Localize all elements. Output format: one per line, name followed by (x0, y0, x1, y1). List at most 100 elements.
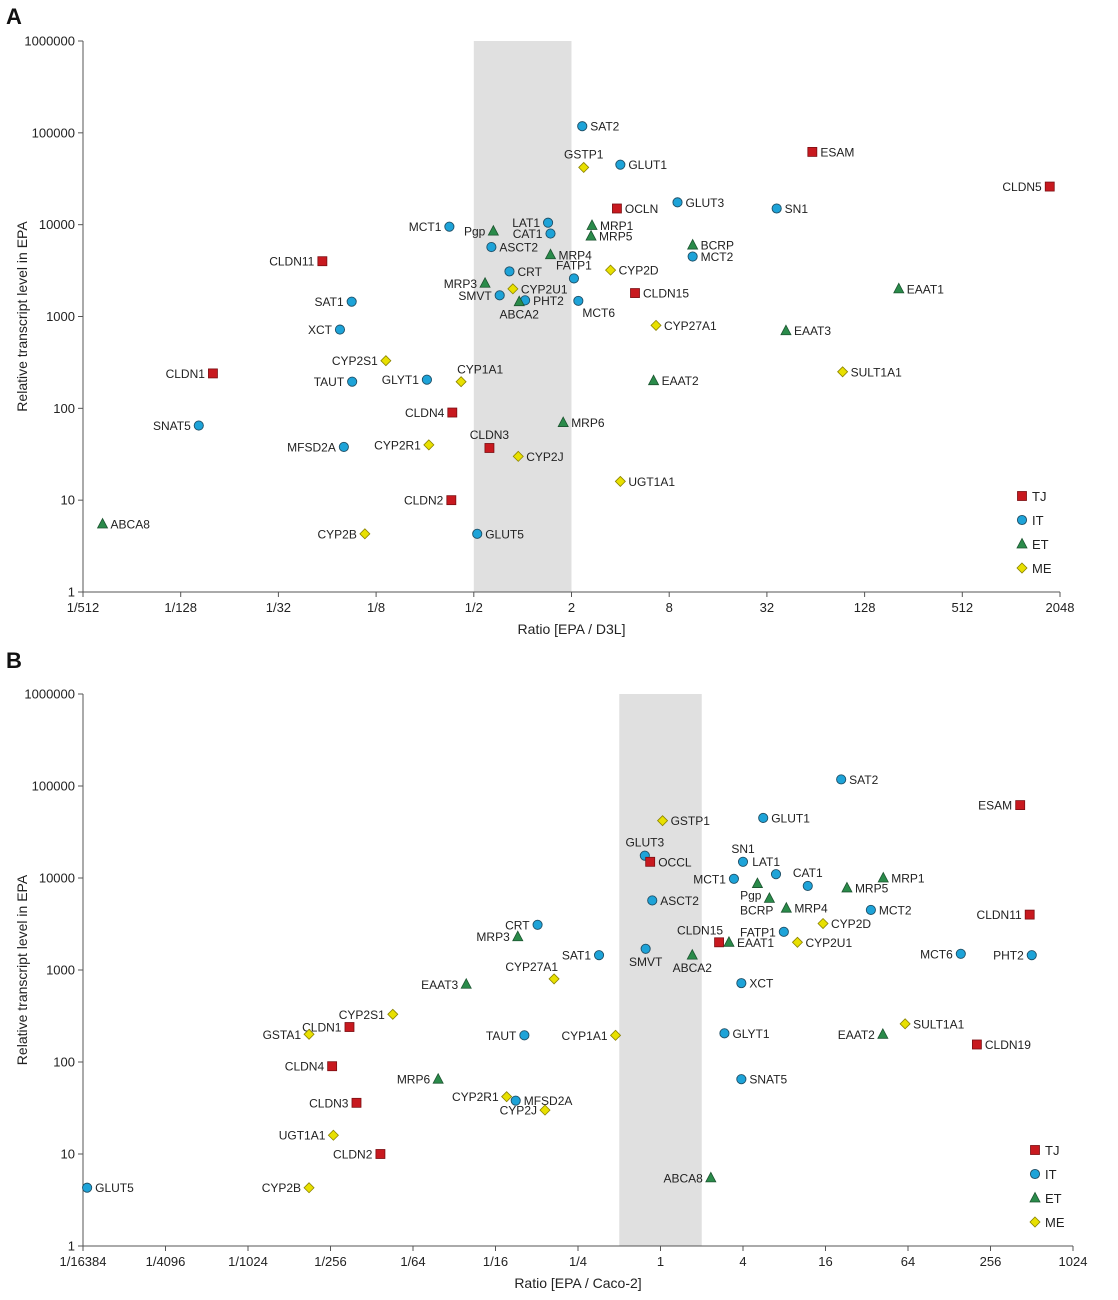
point-label-xct: XCT (749, 977, 774, 991)
point-mrp5 (841, 881, 853, 893)
point-bcrp (763, 892, 776, 903)
point-cyp27a1 (548, 973, 560, 985)
point-sn1 (771, 203, 782, 214)
legend-label-it: IT (1032, 513, 1044, 528)
point-label-cldn19: CLDN19 (985, 1038, 1031, 1052)
point-label-abca8: ABCA8 (663, 1171, 703, 1185)
x-tick-label: 512 (951, 600, 973, 615)
point-ocln (612, 203, 622, 214)
legend-marker-me (1029, 1216, 1041, 1228)
point-cyp2d (605, 264, 617, 276)
point-label-glut5: GLUT5 (95, 1181, 134, 1195)
x-tick-label: 8 (666, 600, 673, 615)
point-cldn11 (1024, 909, 1035, 920)
panel-letter: A (6, 4, 22, 29)
point-ugt1a1 (614, 475, 626, 487)
point-mrp4 (544, 248, 557, 260)
point-label-taut: TAUT (486, 1029, 517, 1043)
point-label-eaat2: EAAT2 (662, 374, 699, 388)
point-taut (519, 1030, 530, 1041)
point-label-mct6: MCT6 (582, 306, 615, 320)
point-sat2 (836, 774, 847, 785)
y-tick-label: 1000 (46, 963, 75, 978)
point-label-glut1: GLUT1 (628, 158, 667, 172)
point-sat1 (346, 296, 357, 307)
point-mrp1 (877, 871, 889, 883)
point-label-mfsd2a: MFSD2A (524, 1094, 573, 1108)
point-eaat3 (780, 324, 792, 336)
point-label-cat1: CAT1 (513, 227, 543, 241)
point-smvt (494, 290, 505, 301)
point-label-cldn3: CLDN3 (470, 428, 510, 442)
point-eaat1 (893, 282, 905, 294)
point-label-cyp2u1: CYP2U1 (805, 936, 852, 950)
x-tick-label: 1/16 (483, 1254, 508, 1269)
x-axis-title: Ratio [EPA / D3L] (518, 621, 626, 637)
point-cldn11 (317, 256, 328, 267)
point-label-mct1: MCT1 (693, 872, 726, 886)
point-label-cldn11: CLDN11 (977, 908, 1022, 922)
point-label-cldn5: CLDN5 (1002, 180, 1042, 194)
point-label-cldn11: CLDN11 (269, 255, 314, 269)
point-snat5 (736, 1074, 747, 1085)
point-gstp1 (578, 161, 590, 173)
point-label-cyp2u1: CYP2U1 (521, 282, 568, 296)
point-label-pht2: PHT2 (993, 949, 1024, 963)
point-label-gstp1: GSTP1 (564, 147, 604, 161)
point-cyp2s1 (387, 1008, 399, 1020)
point-sat1 (593, 950, 605, 961)
point-label-mrp4: MRP4 (794, 902, 828, 916)
point-cat1 (545, 228, 556, 239)
y-tick-label: 100000 (32, 779, 75, 794)
legend-label-me: ME (1045, 1215, 1065, 1230)
point-label-glyt1: GLYT1 (732, 1027, 769, 1041)
legend-label-et: ET (1032, 537, 1049, 552)
point-label-xct: XCT (308, 323, 333, 337)
point-label-cyp2j: CYP2J (500, 1104, 537, 1118)
legend-label-tj: TJ (1045, 1143, 1059, 1158)
point-glyt1 (719, 1028, 730, 1039)
point-label-mrp1: MRP1 (600, 219, 634, 233)
point-label-glut3: GLUT3 (686, 196, 725, 210)
point-pht2 (1026, 950, 1037, 961)
x-tick-label: 1/4 (569, 1254, 587, 1269)
point-label-mfsd2a: MFSD2A (287, 440, 336, 454)
point-label-cldn4: CLDN4 (285, 1060, 325, 1074)
chart-panel-a: A 1 10 100 1000 10000 100000 1000000 1/512 1/128 1… (6, 4, 1074, 637)
legend-marker-et (1029, 1191, 1041, 1203)
y-tick-label: 10000 (39, 217, 75, 232)
point-label-mct6: MCT6 (920, 947, 953, 961)
point-label-abca2: ABCA2 (673, 961, 713, 975)
point-label-glyt1: GLYT1 (382, 373, 419, 387)
point-cyp2d (817, 917, 829, 930)
chart-panel-b: B 1 10 100 1000 10000 100000 1000000 1/16384 1/40… (6, 648, 1087, 1291)
legend-marker-et (1016, 537, 1028, 549)
y-tick-label: 10000 (39, 871, 75, 886)
point-glut3 (672, 197, 683, 208)
x-tick-label: 1/2 (465, 600, 483, 615)
legend-label-et: ET (1045, 1191, 1062, 1206)
point-bcrp (686, 238, 699, 250)
point-eaat3 (460, 977, 472, 989)
y-tick-label: 10 (61, 493, 75, 508)
point-cldn2 (375, 1149, 386, 1159)
y-tick-label: 100 (53, 1055, 75, 1070)
point-mct2 (865, 904, 876, 915)
y-axis-title: Relative transcript level in EPA (14, 221, 30, 412)
point-label-cldn1: CLDN1 (302, 1021, 342, 1035)
point-cldn4 (447, 407, 458, 418)
legend-label-tj: TJ (1032, 489, 1046, 504)
point-glut1 (615, 159, 626, 170)
point-cyp2j (512, 450, 524, 462)
point-cldn1 (344, 1022, 355, 1032)
point-label-ocln: OCLN (625, 202, 658, 216)
point-pgp (751, 877, 764, 888)
point-label-ugt1a1: UGT1A1 (279, 1129, 326, 1143)
x-tick-label: 128 (854, 600, 876, 615)
y-tick-label: 1000 (46, 309, 75, 324)
point-lat1 (543, 217, 554, 228)
point-mfsd2a (338, 441, 349, 452)
point-label-gsta1: GSTA1 (263, 1028, 302, 1042)
point-label-gstp1: GSTP1 (671, 814, 711, 828)
point-label-cyp1a1: CYP1A1 (457, 363, 503, 377)
